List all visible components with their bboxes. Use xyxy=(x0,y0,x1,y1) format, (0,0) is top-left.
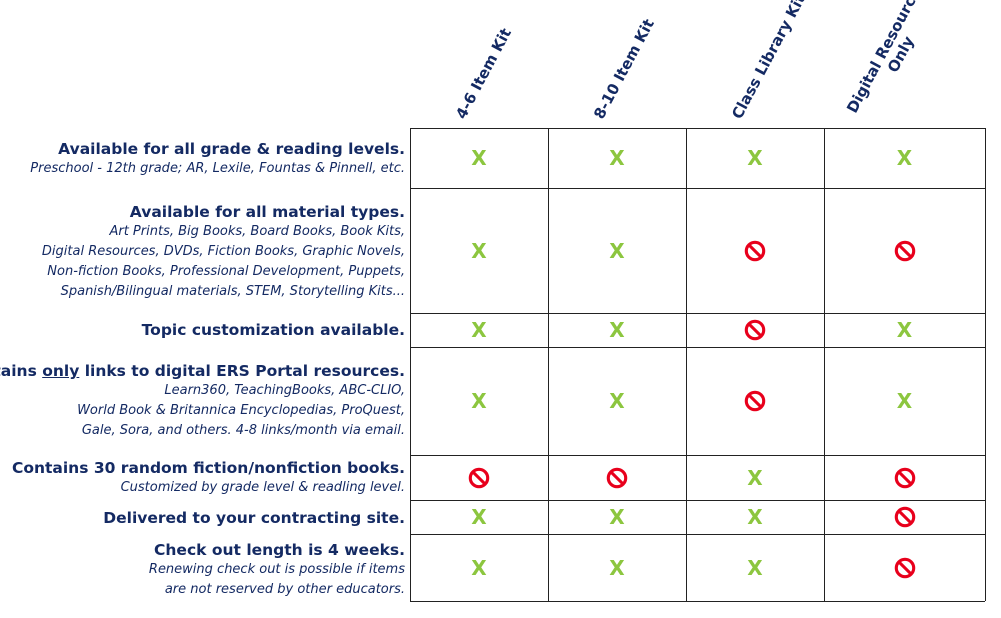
check-mark: X xyxy=(747,505,763,529)
not-available-icon xyxy=(740,386,770,416)
check-mark: X xyxy=(471,318,487,342)
row-description: World Book & Britannica Encyclopedias, P… xyxy=(77,403,405,418)
column-header-c3: Class Library Kit xyxy=(686,0,824,128)
row-label: Contains only links to digital ERS Porta… xyxy=(0,362,405,441)
row-title: Available for all grade & reading levels… xyxy=(58,140,405,158)
row-description: Art Prints, Big Books, Board Books, Book… xyxy=(109,224,405,239)
row-title: Topic customization available. xyxy=(141,321,405,339)
grid-line xyxy=(824,128,825,601)
row-title-part: links to digital ERS Portal resources. xyxy=(79,362,405,380)
row-title: Contains only links to digital ERS Porta… xyxy=(0,362,405,381)
row-title: Check out length is 4 weeks. xyxy=(154,541,405,559)
row-description: are not reserved by other educators. xyxy=(164,582,405,597)
grid-line xyxy=(410,534,985,535)
grid-line xyxy=(410,500,985,501)
grid-line xyxy=(410,313,985,314)
check-mark: X xyxy=(471,238,487,263)
row-description: Preschool - 12th grade; AR, Lexile, Foun… xyxy=(30,161,405,176)
column-header-label: Class Library Kit xyxy=(728,0,810,123)
row-label: Delivered to your contracting site. xyxy=(103,509,405,528)
not-available-icon xyxy=(740,236,770,266)
row-title: Contains 30 random fiction/nonfiction bo… xyxy=(11,459,405,477)
row-label: Check out length is 4 weeks. Renewing che… xyxy=(149,541,405,600)
not-available-icon xyxy=(464,463,494,493)
check-mark: X xyxy=(609,389,625,413)
column-header-c2: 8-10 Item Kit xyxy=(548,0,686,128)
row-label: Available for all material types. Art Pri… xyxy=(42,203,405,302)
row-label: Contains 30 random fiction/nonfiction bo… xyxy=(12,459,405,498)
row-label: Available for all grade & reading levels… xyxy=(30,140,405,179)
column-header-c1: 4-6 Item Kit xyxy=(410,0,548,128)
check-mark: X xyxy=(747,146,763,170)
check-mark: X xyxy=(609,555,625,580)
check-mark: X xyxy=(747,465,763,490)
column-header-label: 8-10 Item Kit xyxy=(590,15,658,123)
not-available-icon xyxy=(602,463,632,493)
grid-line xyxy=(985,128,986,601)
column-header-c4: Digital Resources Only xyxy=(824,0,962,128)
row-label: Topic customization available. xyxy=(142,321,405,340)
grid-line xyxy=(686,128,687,601)
check-mark: X xyxy=(609,505,625,529)
check-mark: X xyxy=(471,146,487,170)
check-mark: X xyxy=(471,505,487,529)
not-available-icon xyxy=(890,463,920,493)
row-title-part: Contains xyxy=(0,362,37,380)
grid-line xyxy=(410,347,985,348)
row-description: Customized by grade level & readling lev… xyxy=(120,480,405,495)
row-description: Learn360, TeachingBooks, ABC-CLIO, xyxy=(164,383,405,398)
column-header-line: 8-10 Item Kit xyxy=(590,15,658,123)
grid-line xyxy=(410,128,985,129)
check-mark: X xyxy=(609,146,625,170)
row-description: Renewing check out is possible if items xyxy=(148,562,405,577)
grid-line xyxy=(410,601,985,602)
row-title: Delivered to your contracting site. xyxy=(103,509,405,527)
column-header-line: 4-6 Item Kit xyxy=(452,25,515,122)
check-mark: X xyxy=(609,238,625,263)
emphasis-text: only xyxy=(42,362,80,380)
row-description: Gale, Sora, and others. 4-8 links/month … xyxy=(81,423,405,438)
row-description: Spanish/Bilingual materials, STEM, Story… xyxy=(60,284,405,299)
row-title: Available for all material types. xyxy=(129,203,405,221)
row-description: Non-fiction Books, Professional Developm… xyxy=(47,264,405,279)
grid-line xyxy=(548,128,549,601)
not-available-icon xyxy=(890,236,920,266)
column-header-line: Class Library Kit xyxy=(728,0,810,123)
check-mark: X xyxy=(896,389,913,413)
not-available-icon xyxy=(740,315,770,345)
grid-line xyxy=(410,455,985,456)
check-mark: X xyxy=(747,555,763,580)
check-mark: X xyxy=(471,555,487,580)
not-available-icon xyxy=(890,553,920,583)
column-header-label: Digital Resources Only xyxy=(843,0,944,124)
grid-line xyxy=(410,128,411,601)
check-mark: X xyxy=(609,318,625,342)
not-available-icon xyxy=(890,502,920,532)
row-description: Digital Resources, DVDs, Fiction Books, … xyxy=(41,244,405,259)
column-header-label: 4-6 Item Kit xyxy=(452,25,515,122)
check-mark: X xyxy=(896,146,913,170)
check-mark: X xyxy=(896,318,913,342)
check-mark: X xyxy=(471,389,487,413)
grid-line xyxy=(410,188,985,189)
